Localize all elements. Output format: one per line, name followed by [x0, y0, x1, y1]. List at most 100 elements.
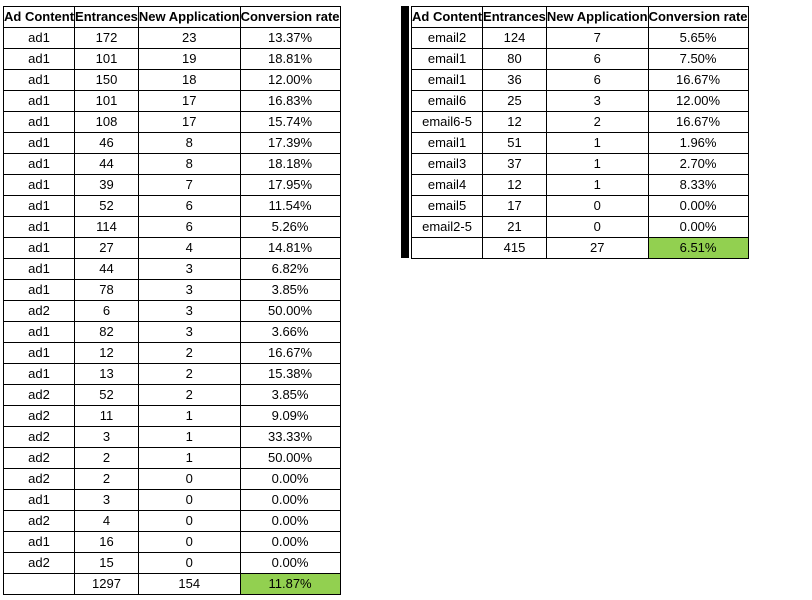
table-cell[interactable]: 15.38% — [239, 363, 341, 385]
table-cell[interactable]: 0 — [545, 216, 649, 238]
table-cell[interactable]: email6-5 — [410, 111, 484, 133]
table-cell[interactable]: 37 — [482, 153, 547, 175]
table-cell[interactable]: email3 — [410, 153, 484, 175]
table-cell[interactable]: 172 — [74, 27, 139, 49]
table-cell[interactable]: 46 — [74, 132, 139, 154]
table-cell[interactable]: 6 — [74, 300, 139, 322]
table-cell[interactable]: 3.66% — [239, 321, 341, 343]
table-cell[interactable]: 12.00% — [647, 90, 749, 112]
table-cell[interactable]: ad1 — [2, 195, 76, 217]
table-cell[interactable]: 0.00% — [239, 468, 341, 490]
table-cell[interactable]: 4 — [137, 237, 241, 259]
table-cell[interactable]: ad2 — [2, 426, 76, 448]
total-cell[interactable] — [2, 573, 76, 595]
table-cell[interactable]: 80 — [482, 48, 547, 70]
table-cell[interactable]: ad2 — [2, 405, 76, 427]
table-cell[interactable]: 12 — [482, 111, 547, 133]
table-cell[interactable]: 16 — [74, 531, 139, 553]
table-cell[interactable]: 1 — [545, 174, 649, 196]
table-cell[interactable]: 25 — [482, 90, 547, 112]
table-cell[interactable]: 3 — [545, 90, 649, 112]
column-header[interactable]: Entrances — [74, 6, 139, 28]
column-header[interactable]: Conversion rate — [239, 6, 341, 28]
column-header[interactable]: Conversion rate — [647, 6, 749, 28]
table-cell[interactable]: 52 — [74, 384, 139, 406]
table-cell[interactable]: 9.09% — [239, 405, 341, 427]
table-cell[interactable]: 5.65% — [647, 27, 749, 49]
table-cell[interactable]: 0.00% — [239, 489, 341, 511]
table-cell[interactable]: 13.37% — [239, 27, 341, 49]
table-cell[interactable]: 18 — [137, 69, 241, 91]
table-cell[interactable]: 16.83% — [239, 90, 341, 112]
table-cell[interactable]: 19 — [137, 48, 241, 70]
table-cell[interactable]: 114 — [74, 216, 139, 238]
table-cell[interactable]: 108 — [74, 111, 139, 133]
table-cell[interactable]: 6 — [545, 69, 649, 91]
table-cell[interactable]: 3 — [137, 321, 241, 343]
table-cell[interactable]: ad2 — [2, 384, 76, 406]
table-cell[interactable]: 51 — [482, 132, 547, 154]
table-cell[interactable]: ad1 — [2, 174, 76, 196]
table-cell[interactable]: 15.74% — [239, 111, 341, 133]
table-cell[interactable]: 13 — [74, 363, 139, 385]
table-cell[interactable]: email1 — [410, 132, 484, 154]
total-cell[interactable]: 1297 — [74, 573, 139, 595]
table-cell[interactable]: 3.85% — [239, 384, 341, 406]
table-cell[interactable]: ad1 — [2, 237, 76, 259]
table-cell[interactable]: 6 — [137, 216, 241, 238]
table-cell[interactable]: 0.00% — [647, 216, 749, 238]
table-cell[interactable]: ad2 — [2, 552, 76, 574]
table-cell[interactable]: 15 — [74, 552, 139, 574]
total-cell[interactable]: 27 — [545, 237, 649, 259]
table-cell[interactable]: 6.82% — [239, 258, 341, 280]
table-cell[interactable]: 101 — [74, 90, 139, 112]
table-cell[interactable]: ad1 — [2, 321, 76, 343]
table-cell[interactable]: ad1 — [2, 27, 76, 49]
table-cell[interactable]: 7 — [137, 174, 241, 196]
table-cell[interactable]: 0 — [137, 468, 241, 490]
table-cell[interactable]: 5.26% — [239, 216, 341, 238]
table-cell[interactable]: 101 — [74, 48, 139, 70]
table-cell[interactable]: 14.81% — [239, 237, 341, 259]
table-cell[interactable]: ad1 — [2, 363, 76, 385]
table-cell[interactable]: ad1 — [2, 111, 76, 133]
table-cell[interactable]: 3 — [137, 258, 241, 280]
table-cell[interactable]: email6 — [410, 90, 484, 112]
table-cell[interactable]: ad1 — [2, 90, 76, 112]
table-cell[interactable]: 17 — [137, 90, 241, 112]
table-cell[interactable]: ad2 — [2, 447, 76, 469]
table-cell[interactable]: 0 — [137, 531, 241, 553]
table-cell[interactable]: 27 — [74, 237, 139, 259]
table-cell[interactable]: 2 — [137, 384, 241, 406]
table-cell[interactable]: 18.18% — [239, 153, 341, 175]
table-cell[interactable]: 23 — [137, 27, 241, 49]
table-cell[interactable]: email1 — [410, 48, 484, 70]
table-cell[interactable]: 17 — [137, 111, 241, 133]
table-cell[interactable]: 1 — [137, 447, 241, 469]
table-cell[interactable]: 3 — [137, 300, 241, 322]
table-cell[interactable]: 17 — [482, 195, 547, 217]
table-cell[interactable]: 33.33% — [239, 426, 341, 448]
table-cell[interactable]: email2-5 — [410, 216, 484, 238]
column-header[interactable]: Ad Content — [410, 6, 484, 28]
table-cell[interactable]: 12.00% — [239, 69, 341, 91]
table-cell[interactable]: 2.70% — [647, 153, 749, 175]
total-conversion-rate-cell[interactable]: 6.51% — [647, 237, 749, 259]
table-cell[interactable]: 1 — [545, 132, 649, 154]
table-cell[interactable]: 2 — [74, 468, 139, 490]
table-cell[interactable]: 17.95% — [239, 174, 341, 196]
table-cell[interactable]: email4 — [410, 174, 484, 196]
table-cell[interactable]: 44 — [74, 153, 139, 175]
total-cell[interactable] — [410, 237, 484, 259]
table-cell[interactable]: 50.00% — [239, 300, 341, 322]
table-cell[interactable]: 0 — [137, 552, 241, 574]
table-cell[interactable]: 1 — [137, 426, 241, 448]
table-cell[interactable]: 3 — [74, 426, 139, 448]
column-header[interactable]: Entrances — [482, 6, 547, 28]
table-cell[interactable]: 1 — [545, 153, 649, 175]
table-cell[interactable]: 52 — [74, 195, 139, 217]
table-cell[interactable]: 39 — [74, 174, 139, 196]
table-cell[interactable]: 8 — [137, 132, 241, 154]
table-cell[interactable]: email5 — [410, 195, 484, 217]
table-cell[interactable]: 0.00% — [239, 552, 341, 574]
